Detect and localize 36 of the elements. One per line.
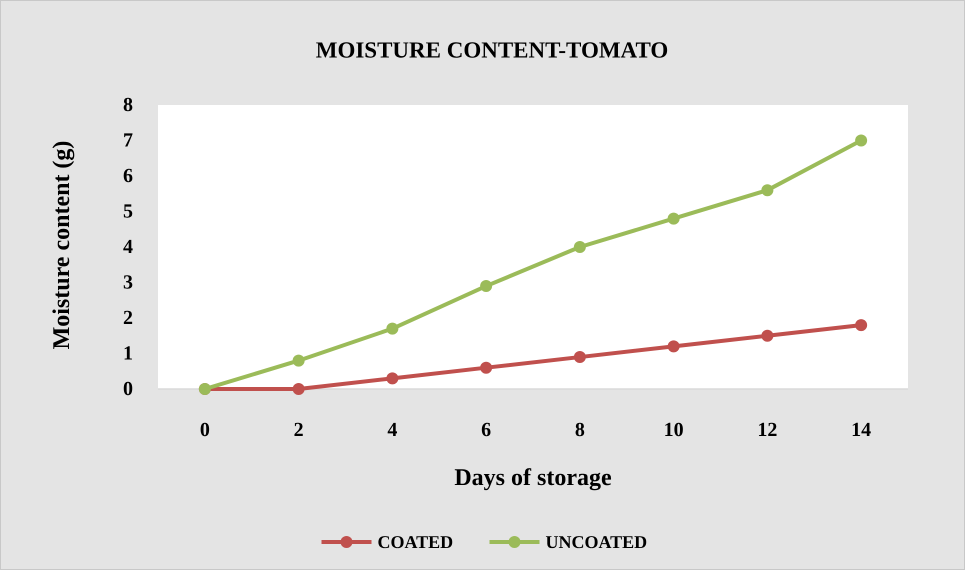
x-tick-label: 0 (200, 419, 210, 441)
y-tick-label: 0 (123, 378, 133, 400)
point (855, 134, 868, 146)
point (292, 354, 305, 367)
legend-label: COATED (378, 532, 454, 552)
point (386, 322, 398, 335)
point (761, 330, 774, 342)
point (386, 372, 398, 384)
x-tick-label: 6 (481, 419, 492, 441)
y-tick-label: 4 (123, 236, 133, 258)
x-tick-label: 8 (574, 419, 585, 441)
point (480, 280, 492, 292)
chart-title: MOISTURE CONTENT-TOMATO (316, 38, 668, 62)
y-tick-label: 3 (123, 272, 133, 294)
point (574, 351, 586, 364)
y-tick-label: 7 (123, 130, 133, 152)
x-tick-label: 4 (387, 419, 398, 441)
y-tick-label: 8 (123, 94, 133, 116)
point (855, 319, 868, 332)
point (480, 362, 492, 374)
point (292, 383, 305, 395)
point (668, 340, 680, 352)
x-axis-title: Days of storage (454, 465, 612, 491)
y-tick-label: 2 (123, 307, 133, 329)
y-tick-label: 5 (123, 200, 133, 222)
x-tick-label: 14 (851, 419, 872, 441)
y-axis-title: Moisture content (g) (49, 140, 75, 350)
legend-label: UNCOATED (546, 532, 648, 552)
y-tick-label: 1 (123, 342, 133, 364)
point (668, 212, 680, 225)
point (574, 241, 586, 253)
x-tick-label: 10 (664, 419, 684, 441)
point (761, 184, 774, 196)
x-tick-label: 2 (294, 419, 304, 441)
x-tick-label: 12 (757, 419, 778, 441)
y-tick-label: 6 (123, 165, 133, 187)
